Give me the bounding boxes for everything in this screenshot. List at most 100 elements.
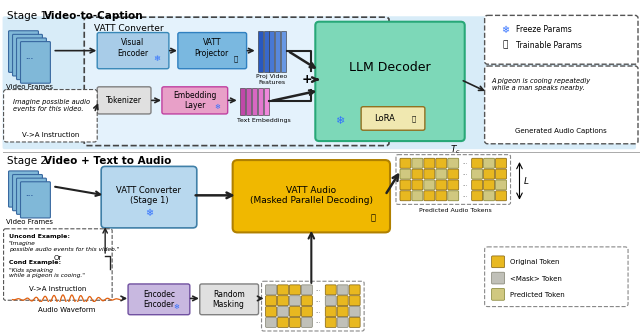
FancyBboxPatch shape [289,317,300,327]
Text: Video + Text to Audio: Video + Text to Audio [44,156,172,166]
FancyBboxPatch shape [400,169,411,179]
FancyBboxPatch shape [97,32,169,69]
Text: ❄: ❄ [502,25,509,35]
Text: LLM Decoder: LLM Decoder [349,61,431,74]
FancyBboxPatch shape [424,169,435,179]
Text: Encodec
Encoder: Encodec Encoder [143,290,175,309]
Text: ...: ... [26,191,33,197]
Text: Stage 2:: Stage 2: [6,156,53,166]
FancyBboxPatch shape [337,296,348,306]
FancyBboxPatch shape [325,285,336,295]
FancyBboxPatch shape [495,191,506,201]
Bar [269,31,275,72]
FancyBboxPatch shape [484,15,638,64]
Bar [246,88,251,115]
FancyBboxPatch shape [436,191,447,201]
FancyBboxPatch shape [400,158,411,168]
FancyBboxPatch shape [97,87,151,114]
FancyBboxPatch shape [424,158,435,168]
FancyBboxPatch shape [8,171,38,207]
Text: ...: ... [462,182,467,187]
Text: Video Frames: Video Frames [6,84,53,90]
Text: ...: ... [316,309,321,314]
Text: Predicted Audio Tokens: Predicted Audio Tokens [419,208,492,213]
Text: LoRA: LoRA [374,114,396,123]
Text: Embedding
Layer: Embedding Layer [173,91,216,110]
Text: ❄: ❄ [335,116,344,126]
FancyBboxPatch shape [349,307,360,317]
FancyBboxPatch shape [8,31,38,72]
Bar [275,31,280,72]
FancyBboxPatch shape [278,307,289,317]
FancyBboxPatch shape [278,285,289,295]
FancyBboxPatch shape [266,296,276,306]
Text: Freeze Params: Freeze Params [515,25,572,34]
Text: ...: ... [462,171,467,176]
Text: ...: ... [316,287,321,292]
FancyBboxPatch shape [412,180,423,190]
FancyBboxPatch shape [448,191,459,201]
Bar [239,88,244,115]
FancyBboxPatch shape [337,317,348,327]
Text: Random
Masking: Random Masking [212,290,244,309]
FancyBboxPatch shape [448,169,459,179]
FancyBboxPatch shape [20,42,51,83]
FancyBboxPatch shape [20,182,51,218]
FancyBboxPatch shape [436,180,447,190]
FancyBboxPatch shape [337,285,348,295]
FancyBboxPatch shape [495,158,506,168]
Bar [264,31,269,72]
FancyBboxPatch shape [484,169,495,179]
Bar [257,31,262,72]
FancyBboxPatch shape [472,169,483,179]
FancyBboxPatch shape [278,296,289,306]
FancyBboxPatch shape [492,256,504,268]
FancyBboxPatch shape [301,307,312,317]
Bar [252,88,257,115]
Text: Audio Waveform: Audio Waveform [38,308,95,314]
Text: ❄: ❄ [154,54,161,63]
FancyBboxPatch shape [448,180,459,190]
FancyBboxPatch shape [17,38,46,79]
Text: ...: ... [316,298,321,303]
Bar [257,88,262,115]
FancyBboxPatch shape [84,17,389,146]
Text: Original Token: Original Token [509,259,559,265]
Text: ...: ... [316,319,321,324]
FancyBboxPatch shape [412,158,423,168]
Text: Predicted Token: Predicted Token [509,292,564,298]
Bar [264,88,269,115]
Text: 🔥: 🔥 [234,55,237,62]
Text: 🔥: 🔥 [503,41,508,50]
FancyBboxPatch shape [301,317,312,327]
Text: ❄: ❄ [173,305,179,311]
Text: <Mask> Token: <Mask> Token [509,276,561,282]
FancyBboxPatch shape [424,191,435,201]
FancyBboxPatch shape [400,191,411,201]
FancyBboxPatch shape [484,191,495,201]
Text: Imagine possible audio
events for this video.: Imagine possible audio events for this v… [13,100,90,113]
Text: A pigeon is cooing repeatedly
while a man speaks nearby.: A pigeon is cooing repeatedly while a ma… [492,78,591,91]
Bar [282,31,287,72]
Text: Visual
Encoder: Visual Encoder [118,38,148,58]
FancyBboxPatch shape [448,158,459,168]
FancyBboxPatch shape [492,289,504,300]
FancyBboxPatch shape [484,66,638,144]
Text: Video Frames: Video Frames [6,219,53,225]
Text: V->A Instruction: V->A Instruction [29,286,86,292]
FancyBboxPatch shape [266,285,276,295]
Text: Tokenizer: Tokenizer [106,96,142,105]
FancyBboxPatch shape [278,317,289,327]
Text: VATT
Projector: VATT Projector [195,38,229,58]
FancyBboxPatch shape [484,247,628,307]
Text: ❄: ❄ [145,208,153,218]
Text: ...: ... [462,160,467,165]
Text: ...: ... [462,193,467,198]
FancyBboxPatch shape [200,284,259,315]
Text: VATT Converter
(Stage 1): VATT Converter (Stage 1) [116,186,182,205]
FancyBboxPatch shape [349,317,360,327]
FancyBboxPatch shape [472,180,483,190]
FancyBboxPatch shape [13,175,42,211]
FancyBboxPatch shape [325,296,336,306]
FancyBboxPatch shape [301,285,312,295]
